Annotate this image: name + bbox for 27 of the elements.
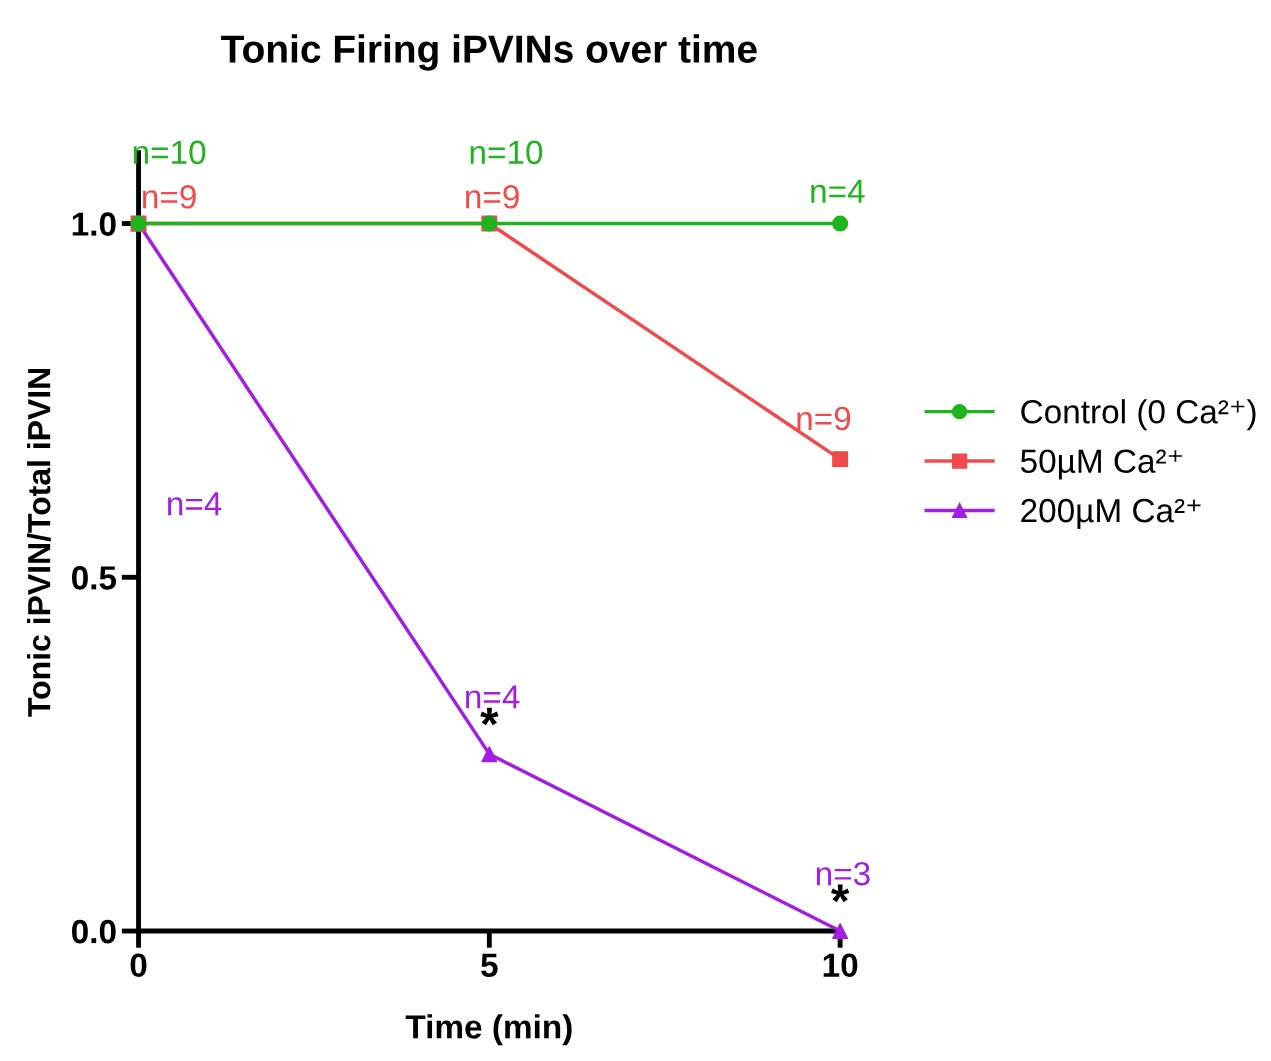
annotation: n=4 — [811, 179, 865, 203]
y-tick-label: 0.5 — [72, 566, 117, 590]
x-tick-label: 5 — [481, 953, 498, 978]
legend-label: Control (0 Ca²⁺) — [1021, 399, 1256, 431]
annotation: n=4 — [168, 492, 222, 516]
legend-label: 50µM Ca²⁺ — [1020, 449, 1182, 480]
point — [832, 923, 849, 940]
annotation: n=9 — [466, 185, 519, 209]
point — [832, 215, 849, 232]
point — [481, 746, 498, 763]
annotation: n=3 — [816, 861, 870, 886]
x-tick-label: 10 — [823, 953, 858, 978]
x-tick-label: 0 — [130, 953, 147, 978]
annotation: n=9 — [797, 406, 851, 431]
annotation: * — [831, 884, 850, 903]
y-tick-label: 0.0 — [72, 919, 116, 944]
point — [832, 451, 849, 468]
y-tick-label: 1.0 — [72, 212, 116, 236]
chart-title: Tonic Firing iPVINs over time — [221, 34, 757, 71]
annotation: n=10 — [470, 140, 543, 165]
annotation: n=9 — [143, 185, 196, 209]
y-axis-title: Tonic iPVIN/Total iPVIN — [27, 368, 51, 717]
annotation: * — [480, 707, 499, 726]
annotation: n=4 — [466, 685, 520, 709]
annotation: n=10 — [133, 140, 206, 165]
x-axis-title: Time (min) — [405, 1014, 572, 1046]
legend-label: 200µM Ca²⁺ — [1021, 498, 1201, 530]
